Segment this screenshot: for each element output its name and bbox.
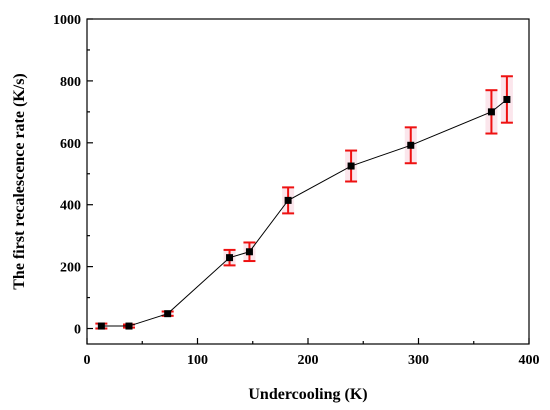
data-point (226, 254, 234, 262)
x-axis-title: Undercooling (K) (248, 386, 367, 403)
y-tick-label: 800 (60, 75, 81, 90)
series-line (101, 99, 508, 327)
data-point (503, 95, 511, 103)
data-points (97, 95, 511, 330)
tick-labels: 0 100 200 300 400 0 200 400 600 800 1000 (53, 13, 540, 368)
data-point (347, 162, 355, 170)
error-bars (95, 75, 513, 330)
data-point (245, 248, 253, 256)
axis-ticks (86, 18, 530, 344)
y-tick-label: 0 (74, 323, 81, 338)
y-axis-title: The first recalescence rate (K/s) (11, 73, 28, 290)
y-tick-label: 600 (60, 137, 81, 152)
y-tick-label: 400 (60, 199, 81, 214)
data-point (284, 196, 292, 204)
data-point (125, 322, 133, 330)
x-tick-label: 300 (408, 353, 429, 368)
x-tick-label: 0 (84, 353, 91, 368)
data-point (407, 141, 415, 149)
data-point (97, 322, 105, 330)
x-tick-label: 200 (298, 353, 319, 368)
plot-frame (86, 18, 530, 345)
x-tick-label: 400 (519, 353, 540, 368)
x-tick-label: 100 (187, 353, 208, 368)
y-tick-label: 1000 (53, 13, 81, 28)
data-point (164, 310, 172, 318)
y-tick-label: 200 (60, 261, 81, 276)
data-point (487, 108, 495, 116)
